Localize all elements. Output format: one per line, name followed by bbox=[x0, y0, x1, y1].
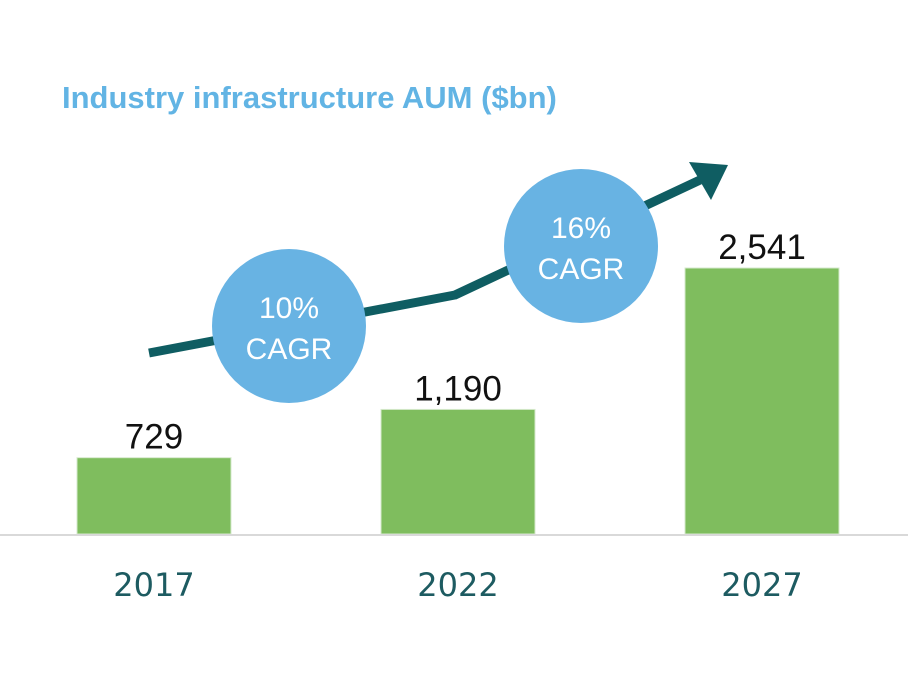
bar-2022 bbox=[380, 408, 536, 535]
bar-2017 bbox=[76, 457, 232, 535]
cagr-rate: 10% bbox=[259, 292, 319, 325]
value-label-2022: 1,190 bbox=[414, 369, 502, 408]
category-label-2017: 2017 bbox=[113, 566, 194, 604]
cagr-bubble-circle bbox=[504, 169, 658, 323]
bars-layer bbox=[76, 267, 840, 535]
cagr-rate: 16% bbox=[551, 212, 611, 245]
cagr-bubble-2: 16% CAGR bbox=[504, 169, 658, 323]
cagr-bubble-circle bbox=[212, 249, 366, 403]
cagr-label: CAGR bbox=[246, 333, 333, 366]
cagr-bubbles: 10% CAGR 16% CAGR bbox=[212, 169, 658, 403]
category-label-2022: 2022 bbox=[417, 566, 498, 604]
chart-title: Industry infrastructure AUM ($bn) bbox=[62, 80, 557, 115]
cagr-label: CAGR bbox=[538, 253, 625, 286]
value-label-2027: 2,541 bbox=[718, 228, 806, 267]
value-label-2017: 729 bbox=[125, 418, 183, 457]
category-labels: 2017 2022 2027 bbox=[113, 566, 802, 604]
bar-2027 bbox=[684, 267, 840, 535]
category-label-2027: 2027 bbox=[721, 566, 802, 604]
cagr-bubble-1: 10% CAGR bbox=[212, 249, 366, 403]
trend-arrow-head bbox=[689, 162, 728, 200]
value-labels: 729 1,190 2,541 bbox=[125, 228, 806, 457]
